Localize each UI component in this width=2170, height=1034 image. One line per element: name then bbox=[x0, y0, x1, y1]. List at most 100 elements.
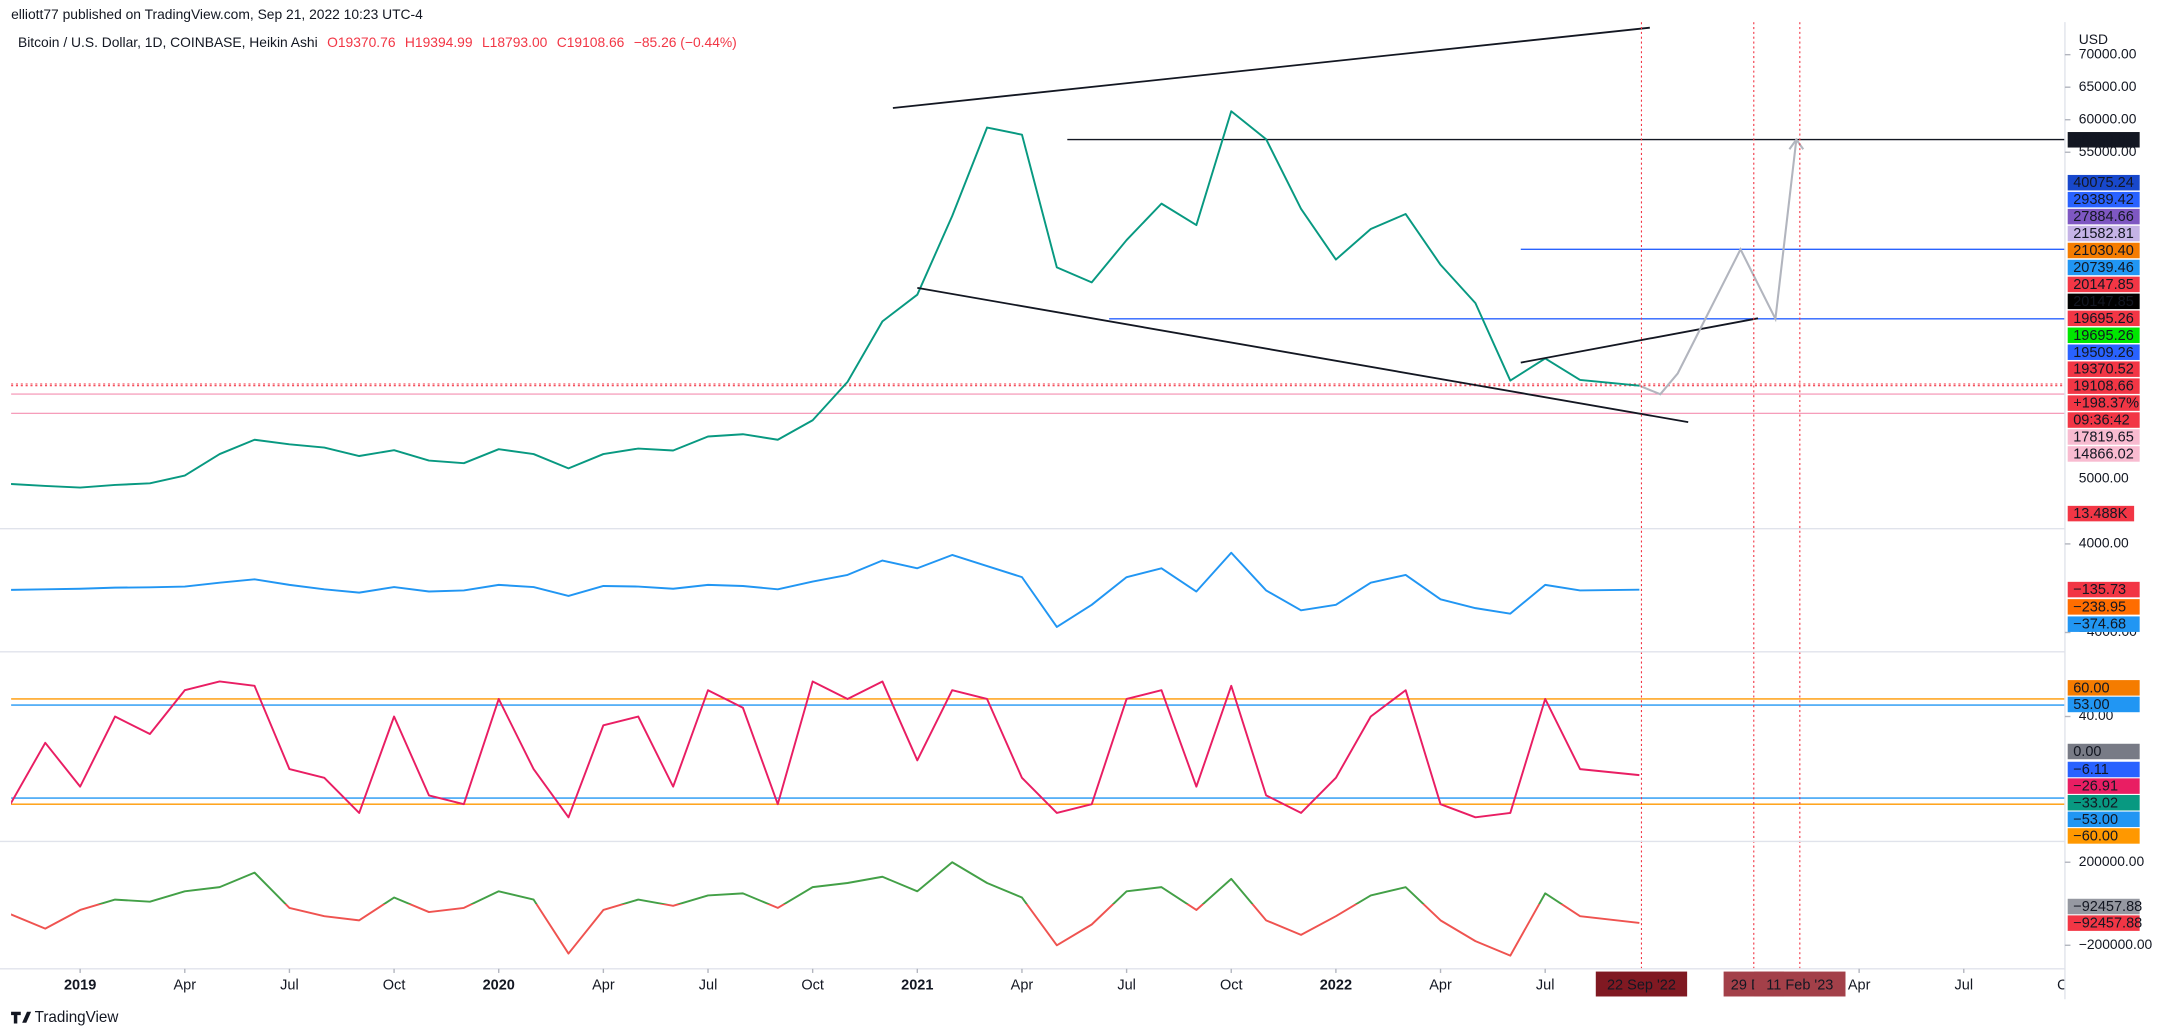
y-tick-label: −200000.00 bbox=[2079, 936, 2153, 952]
marker-box bbox=[1754, 971, 1846, 997]
x-tick-label: 2019 bbox=[64, 977, 96, 993]
x-tick-label: Jul bbox=[280, 977, 299, 993]
price-tag bbox=[2067, 811, 2140, 828]
price-tag-label: −135.73 bbox=[2073, 582, 2126, 598]
x-tick-label: Oct bbox=[801, 977, 824, 993]
y-tick-label: 4000.00 bbox=[2079, 535, 2129, 551]
y-tick-label: 200000.00 bbox=[2079, 853, 2145, 869]
price-tag-label: 27884.66 bbox=[2073, 209, 2134, 225]
x-tick-label: Oct bbox=[1220, 977, 1243, 993]
series-line bbox=[11, 110, 1640, 489]
price-tag bbox=[2067, 794, 2140, 811]
x-tick-label: 2021 bbox=[901, 977, 933, 993]
price-tag bbox=[2067, 225, 2140, 242]
marker-label: 11 Feb '23 bbox=[1766, 977, 1833, 993]
price-tag-label: 19370.52 bbox=[2073, 362, 2134, 378]
price-tag bbox=[2067, 680, 2140, 696]
price-tag bbox=[2067, 310, 2140, 327]
axes: 2019 Apr Jul Oct 2020 Apr Jul Oct 2021 Apr Jul Oct 2… bbox=[0, 527, 2170, 997]
price-tag bbox=[2067, 344, 2140, 360]
price-tag bbox=[2067, 599, 2140, 615]
price-scale: 70000.0065000.0060000.0055000.0056950.85… bbox=[2064, 45, 2153, 952]
x-tick-label: Apr bbox=[1011, 977, 1034, 993]
y-tick-label: 70000.00 bbox=[2079, 45, 2137, 61]
price-tag-label: 20147.85 bbox=[2073, 294, 2134, 310]
arrow-head bbox=[1788, 137, 1805, 150]
price-tag bbox=[2067, 898, 2140, 915]
price-tag bbox=[2067, 581, 2140, 598]
trendline bbox=[917, 286, 1689, 424]
price-tag-label: 19695.26 bbox=[2073, 328, 2134, 344]
price-tag-label: −6.11 bbox=[2073, 762, 2109, 778]
x-tick-label: 2020 bbox=[483, 977, 515, 993]
price-tag-label: 53.00 bbox=[2073, 697, 2109, 713]
trendline bbox=[892, 26, 1650, 109]
x-tick-label: Jul bbox=[1536, 977, 1555, 993]
price-tag-label: 21582.81 bbox=[2073, 226, 2134, 242]
price-tag bbox=[2067, 915, 2140, 931]
price-tag bbox=[2067, 395, 2140, 411]
price-tag bbox=[2067, 616, 2140, 632]
price-tag bbox=[2067, 132, 2140, 148]
open: O19370.76 bbox=[327, 34, 396, 50]
price-tag-label: 56950.85 bbox=[2073, 132, 2134, 148]
series-line bbox=[11, 680, 1640, 819]
x-tick-label: Apr bbox=[173, 977, 196, 993]
price-tag-label: +198.37% bbox=[2073, 396, 2139, 412]
price-tag-label: −26.91 bbox=[2073, 779, 2118, 795]
price-tag-label: 40075.24 bbox=[2073, 175, 2134, 191]
price-tag-label: 21030.40 bbox=[2073, 243, 2134, 259]
x-tick-label: Apr bbox=[1848, 977, 1871, 993]
price-tag bbox=[2067, 696, 2140, 713]
series-line bbox=[11, 861, 1640, 957]
x-tick-label: Jul bbox=[1954, 977, 1973, 993]
publisher: elliott77 published on TradingView.com, … bbox=[11, 6, 423, 22]
price-tag-label: 20739.46 bbox=[2073, 260, 2134, 276]
x-tick-label: Apr bbox=[592, 977, 615, 993]
legend: Bitcoin / U.S. Dollar, 1D, COINBASE, Hei… bbox=[18, 34, 737, 50]
price-tag-label: 14866.02 bbox=[2073, 446, 2134, 462]
price-tag-label: −374.68 bbox=[2073, 617, 2126, 633]
volume-tick-label: 5000.00 bbox=[2079, 470, 2129, 486]
y-tick-label: 65000.00 bbox=[2079, 78, 2137, 94]
price-tag bbox=[2067, 208, 2140, 225]
series-line bbox=[11, 551, 1640, 628]
marker-label: 22 Sep '22 bbox=[1607, 977, 1676, 993]
price-tag bbox=[2067, 259, 2140, 276]
price-tag bbox=[2067, 191, 2140, 208]
price-tag-label: 09:36:42 bbox=[2073, 413, 2130, 429]
y-tick-label: 60000.00 bbox=[2079, 110, 2137, 126]
price-tag bbox=[2067, 778, 2140, 794]
logo bbox=[11, 1011, 32, 1024]
price-tag bbox=[2067, 361, 2140, 377]
close: C19108.66 bbox=[557, 34, 625, 50]
brand: TradingView bbox=[35, 1009, 120, 1026]
x-tick-label: Jul bbox=[1117, 977, 1136, 993]
price-tag-label: 19108.66 bbox=[2073, 379, 2134, 395]
price-tag-label: 17819.65 bbox=[2073, 430, 2134, 446]
price-tag-label: −92457.88 bbox=[2073, 899, 2142, 915]
low: L18793.00 bbox=[482, 34, 548, 50]
price-tag-label: −92457.88 bbox=[2073, 916, 2142, 932]
price-tag-label: −33.02 bbox=[2073, 795, 2118, 811]
price-tag bbox=[2067, 327, 2140, 344]
price-tag bbox=[2067, 242, 2140, 259]
change: −85.26 (−0.44%) bbox=[634, 34, 737, 50]
x-tick-label: Apr bbox=[1429, 977, 1452, 993]
price-tag bbox=[2067, 761, 2140, 778]
price-tag-label: 20147.85 bbox=[2073, 277, 2134, 293]
price-tag-label: −238.95 bbox=[2073, 599, 2126, 615]
price-tag-label: 0.00 bbox=[2073, 744, 2101, 760]
price-tag bbox=[2067, 412, 2140, 428]
price-tag bbox=[2067, 293, 2140, 310]
trendline bbox=[1520, 317, 1759, 364]
symbol: Bitcoin / U.S. Dollar, 1D, COINBASE, Hei… bbox=[18, 34, 318, 50]
volume-tag bbox=[2067, 505, 2135, 522]
unit: USD bbox=[2079, 31, 2108, 47]
price-tag-label: 60.00 bbox=[2073, 680, 2109, 696]
marker-box bbox=[1595, 971, 1688, 997]
price-tag bbox=[2067, 276, 2140, 293]
high: H19394.99 bbox=[405, 34, 473, 50]
price-tag-label: −60.00 bbox=[2073, 828, 2118, 844]
